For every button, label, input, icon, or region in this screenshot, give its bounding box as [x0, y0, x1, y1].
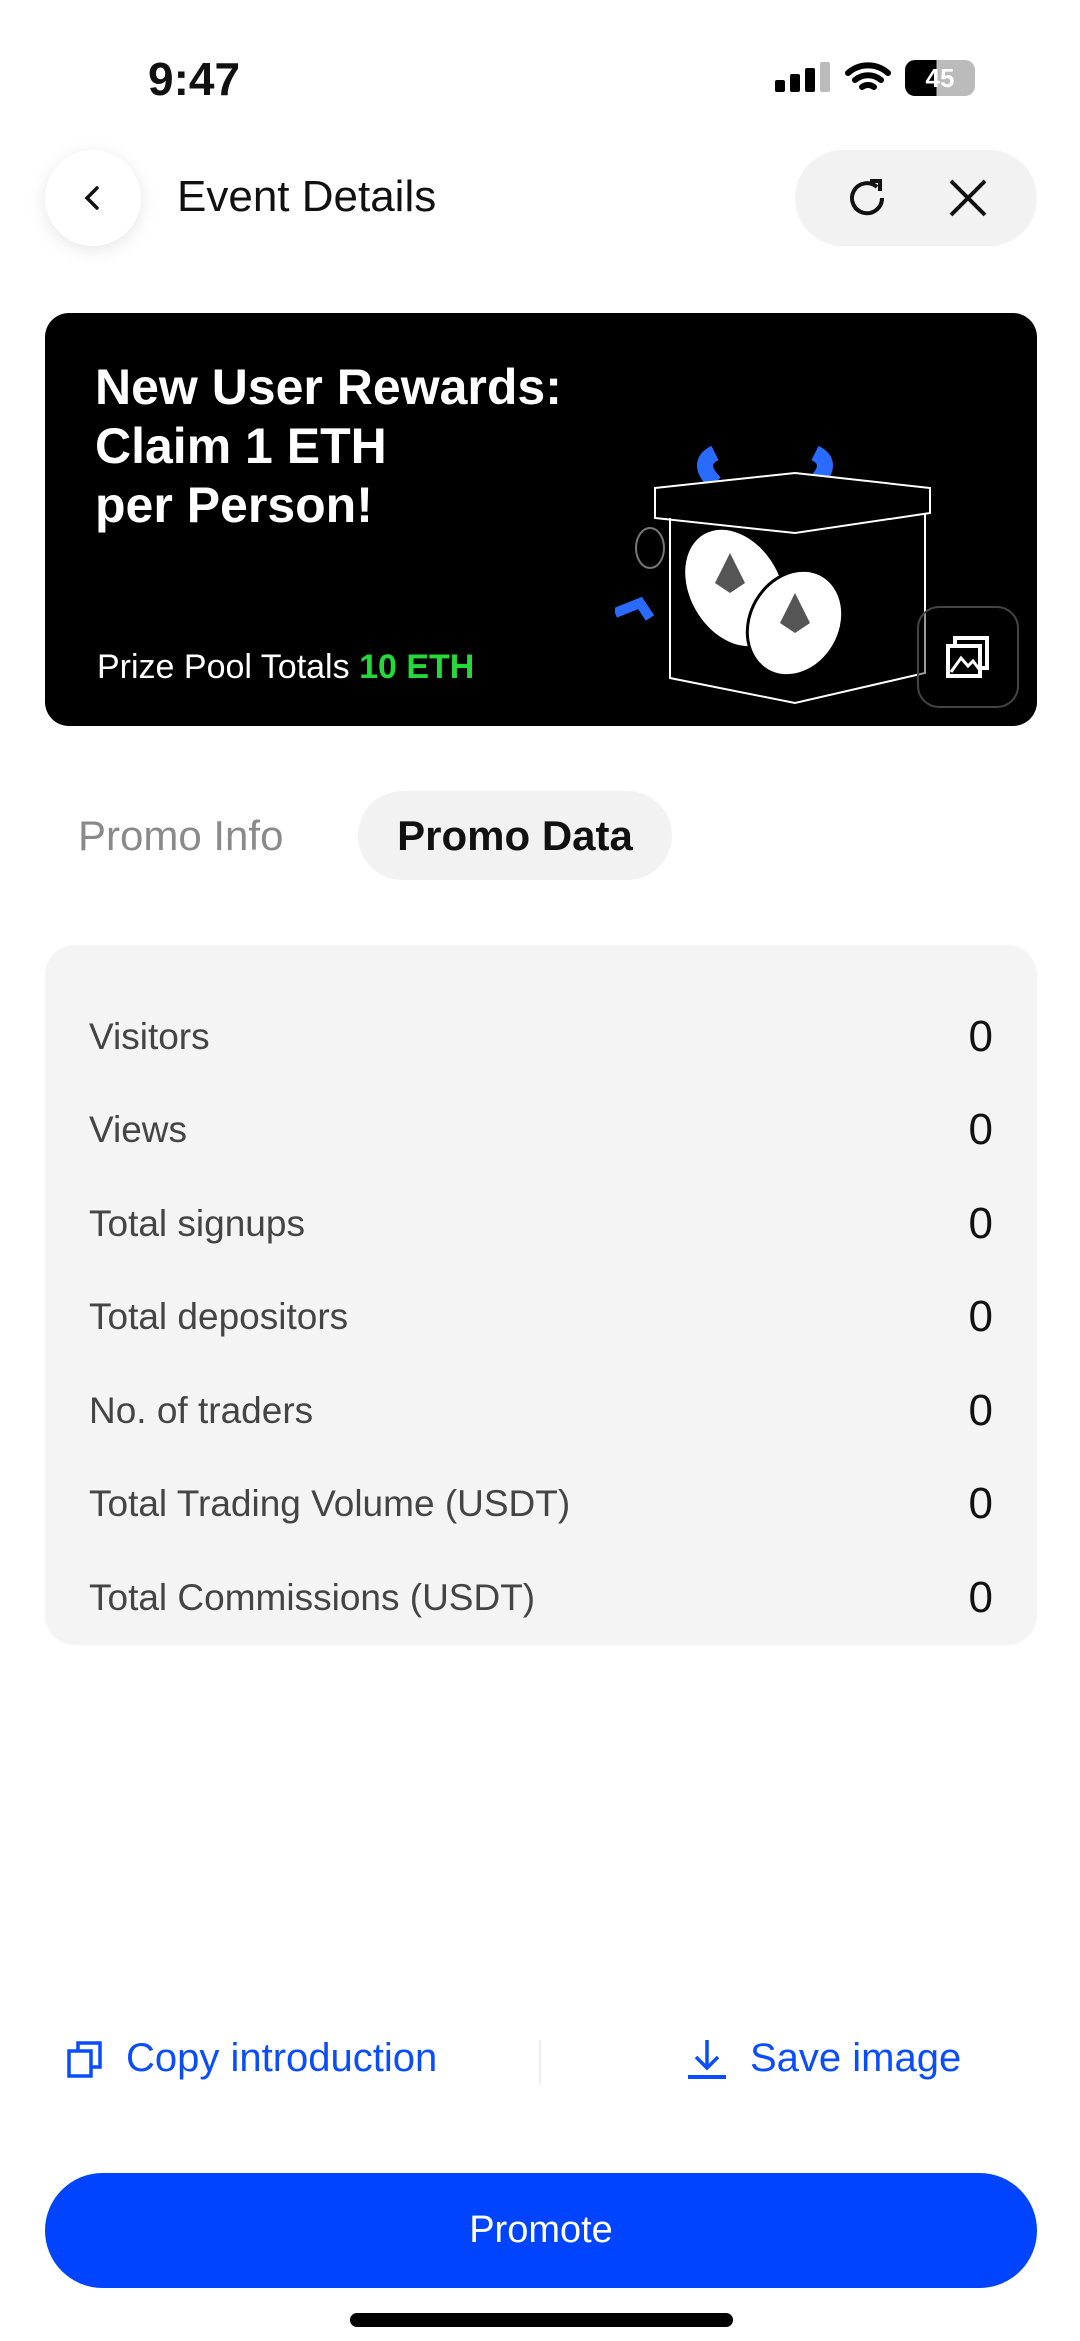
wifi-icon	[845, 62, 891, 90]
banner-title-line: New User Rewards:	[95, 359, 562, 415]
stat-label: Visitors	[89, 1015, 210, 1057]
save-image-label: Save image	[750, 2036, 962, 2080]
banner-title-line: per Person!	[95, 477, 373, 533]
status-time: 9:47	[148, 53, 241, 105]
status-icons: 45	[775, 60, 975, 96]
page-title: Event Details	[177, 172, 437, 221]
close-icon[interactable]	[945, 175, 991, 221]
stat-row: Total Trading Volume (USDT) 0	[45, 1458, 1037, 1552]
stat-value: 0	[968, 1011, 993, 1061]
promote-button[interactable]: Promote	[45, 2173, 1037, 2288]
gift-eth-illustration	[615, 445, 931, 705]
stat-label: Total signups	[89, 1202, 305, 1244]
stat-label: Views	[89, 1109, 188, 1151]
battery-level: 45	[925, 62, 955, 93]
stat-row: Total Commissions (USDT) 0	[45, 1551, 1037, 1645]
stat-value: 0	[968, 1572, 993, 1622]
copy-introduction-button[interactable]: Copy introduction	[66, 2036, 437, 2081]
stat-row: No. of traders 0	[45, 1364, 1037, 1458]
stat-row: Views 0	[45, 1084, 1037, 1178]
stat-row: Total signups 0	[45, 1177, 1037, 1271]
signal-icon	[775, 62, 830, 92]
image-icon	[946, 636, 989, 678]
prize-value: 10 ETH	[359, 648, 475, 686]
promo-stats-card: Visitors 0 Views 0 Total signups 0 Total de…	[45, 945, 1037, 1645]
banner-title-line: Claim 1 ETH	[95, 418, 387, 474]
stat-label: Total depositors	[89, 1296, 349, 1338]
back-button[interactable]	[45, 150, 141, 246]
stat-value: 0	[968, 1479, 993, 1529]
stat-row: Visitors 0	[45, 990, 1037, 1084]
image-gallery-button[interactable]	[917, 606, 1019, 708]
home-indicator[interactable]	[350, 2313, 733, 2327]
battery-icon: 45	[905, 60, 975, 96]
stat-value: 0	[968, 1105, 993, 1155]
prize-label: Prize Pool Totals	[97, 648, 350, 686]
tab-promo-info[interactable]: Promo Info	[78, 812, 284, 859]
header-actions	[795, 150, 1037, 246]
promo-banner: New User Rewards: Claim 1 ETH per Person…	[45, 313, 1037, 726]
stat-value: 0	[968, 1198, 993, 1248]
stat-row: Total depositors 0	[45, 1271, 1037, 1365]
stat-label: Total Trading Volume (USDT)	[89, 1483, 571, 1525]
stat-label: No. of traders	[89, 1389, 314, 1431]
prize-pool: Prize Pool Totals 10 ETH	[97, 648, 474, 687]
stat-value: 0	[968, 1292, 993, 1342]
divider	[539, 2040, 541, 2084]
copy-introduction-label: Copy introduction	[126, 2036, 438, 2080]
save-image-button[interactable]: Save image	[686, 2036, 961, 2081]
chevron-left-icon	[84, 186, 99, 210]
banner-title: New User Rewards: Claim 1 ETH per Person…	[95, 358, 655, 535]
refresh-icon[interactable]	[842, 173, 892, 223]
stat-label: Total Commissions (USDT)	[89, 1576, 536, 1618]
tab-promo-data[interactable]: Promo Data	[358, 791, 672, 880]
stat-value: 0	[968, 1385, 993, 1435]
download-icon	[688, 2039, 726, 2079]
copy-icon	[67, 2040, 102, 2078]
